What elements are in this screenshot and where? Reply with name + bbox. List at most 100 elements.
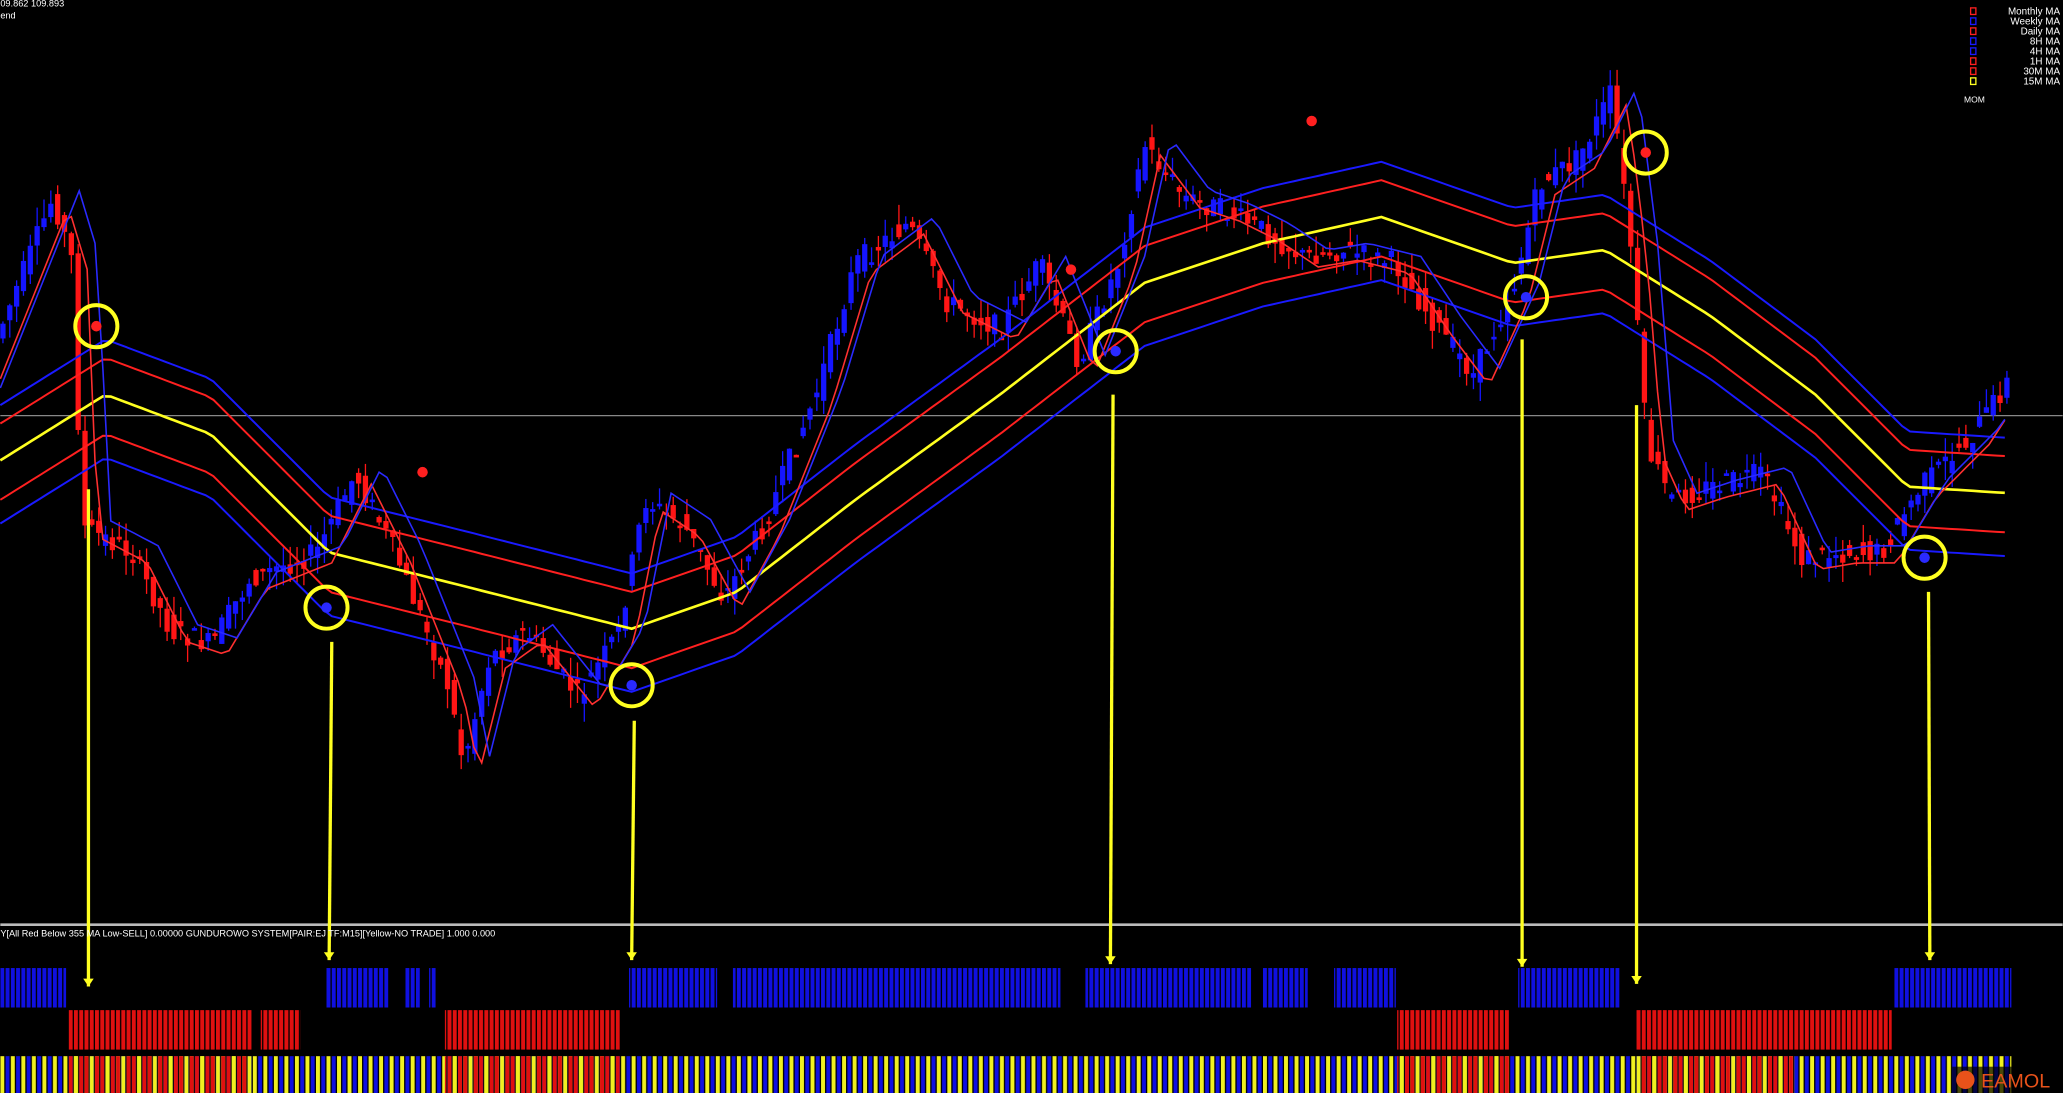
- candle-body: [1819, 547, 1825, 551]
- candle-body: [1457, 353, 1463, 360]
- candle-body: [1546, 174, 1552, 181]
- arrow-head: [323, 952, 335, 961]
- legend-icon: [1969, 67, 1977, 76]
- candle-body: [1908, 500, 1914, 508]
- status-line: Y[All Red Below 355 MA Low-SELL] 0.00000…: [0, 928, 495, 938]
- candle-body: [198, 640, 204, 650]
- candle-body: [219, 617, 225, 644]
- candle-body: [786, 448, 793, 481]
- candle-body: [1026, 281, 1032, 291]
- candle-body: [314, 546, 321, 559]
- candle-body: [821, 363, 827, 401]
- ma-fast-red: [0, 102, 2006, 766]
- candle-body: [1210, 199, 1217, 217]
- candle-body: [1176, 187, 1182, 192]
- candle-body: [1121, 244, 1128, 259]
- candle-body: [677, 525, 683, 529]
- legend-item: 4H MA: [2030, 46, 2061, 57]
- candle-body: [875, 246, 882, 251]
- ma-lower-red: [0, 255, 2005, 670]
- legend-item: 1H MA: [2030, 56, 2061, 67]
- candle-body: [595, 662, 601, 680]
- candle-body: [1005, 309, 1011, 333]
- candle-body: [957, 299, 964, 309]
- candle-body: [1559, 161, 1565, 169]
- candle-body: [1115, 268, 1121, 288]
- indicator-label: end: [0, 10, 15, 20]
- candle-body: [1204, 208, 1210, 216]
- candle-body: [1258, 220, 1265, 229]
- arrow-head: [83, 978, 94, 987]
- signal-dot: [417, 466, 428, 478]
- candle-body: [1238, 208, 1244, 212]
- candle-body: [1771, 495, 1778, 502]
- candle-body: [342, 495, 348, 501]
- candle-body: [1135, 169, 1141, 192]
- candle-body: [130, 559, 136, 564]
- signal-ring: [1503, 274, 1550, 321]
- candle-body: [479, 690, 485, 717]
- candle-body: [1587, 141, 1593, 159]
- candle-body: [780, 465, 786, 486]
- candle-body: [985, 317, 991, 332]
- candle-body: [1087, 322, 1094, 361]
- candle-body: [1621, 148, 1627, 184]
- candle-body: [1696, 497, 1702, 501]
- candle-body: [800, 427, 806, 437]
- signal-dot: [1640, 147, 1651, 158]
- candle-body: [1060, 300, 1066, 314]
- candle-body: [732, 576, 738, 599]
- candle-body: [34, 226, 40, 246]
- candle-body: [1867, 541, 1873, 561]
- candle-body: [472, 719, 478, 754]
- candle-body: [1881, 548, 1887, 558]
- candle-body: [814, 392, 820, 398]
- candle-body: [1067, 320, 1073, 334]
- candle-body: [971, 317, 977, 325]
- legend-icon: [1969, 37, 1977, 46]
- candle-body: [711, 567, 717, 586]
- candle-body: [1846, 545, 1853, 556]
- candle-body: [1922, 472, 1928, 496]
- candle-body: [444, 658, 451, 690]
- candle-body: [41, 218, 47, 228]
- candle-body: [615, 625, 622, 632]
- candle-body: [520, 628, 526, 631]
- candle-body: [1525, 227, 1531, 264]
- candle-body: [75, 253, 81, 430]
- candle-body: [1703, 481, 1709, 494]
- arrow-head: [1516, 958, 1528, 967]
- candle-body: [629, 554, 635, 586]
- candle-body: [1662, 460, 1668, 484]
- candle-body: [1251, 216, 1258, 220]
- candle-body: [862, 244, 868, 272]
- candle-body: [1532, 189, 1538, 226]
- candle-body: [362, 475, 369, 504]
- candle-body: [691, 528, 697, 539]
- candle-body: [1942, 456, 1948, 462]
- candle-body: [1949, 460, 1955, 474]
- candle-body: [1935, 461, 1942, 465]
- ma-fast-blue: [0, 91, 2006, 757]
- candle-body: [1279, 237, 1285, 255]
- candle-body: [506, 647, 512, 653]
- candle-body: [397, 547, 403, 566]
- candle-body: [1997, 395, 2003, 404]
- legend-item: Weekly MA: [2010, 16, 2060, 27]
- candle-body: [1306, 249, 1312, 253]
- candle-body: [205, 633, 211, 642]
- candle-body: [1074, 333, 1080, 367]
- legend-item: 30M MA: [2023, 66, 2060, 77]
- candle-body: [458, 729, 464, 756]
- candle-body: [1737, 483, 1743, 488]
- candle-body: [759, 528, 765, 540]
- legend-icon: [1969, 47, 1977, 56]
- candle-body: [1799, 533, 1805, 566]
- candle-body: [403, 562, 410, 575]
- candle-body: [61, 215, 68, 232]
- candle-body: [937, 270, 943, 289]
- candle-body: [1758, 466, 1764, 478]
- candle-body: [1600, 102, 1607, 125]
- arrow-head: [1631, 975, 1642, 984]
- candle-body: [232, 601, 239, 614]
